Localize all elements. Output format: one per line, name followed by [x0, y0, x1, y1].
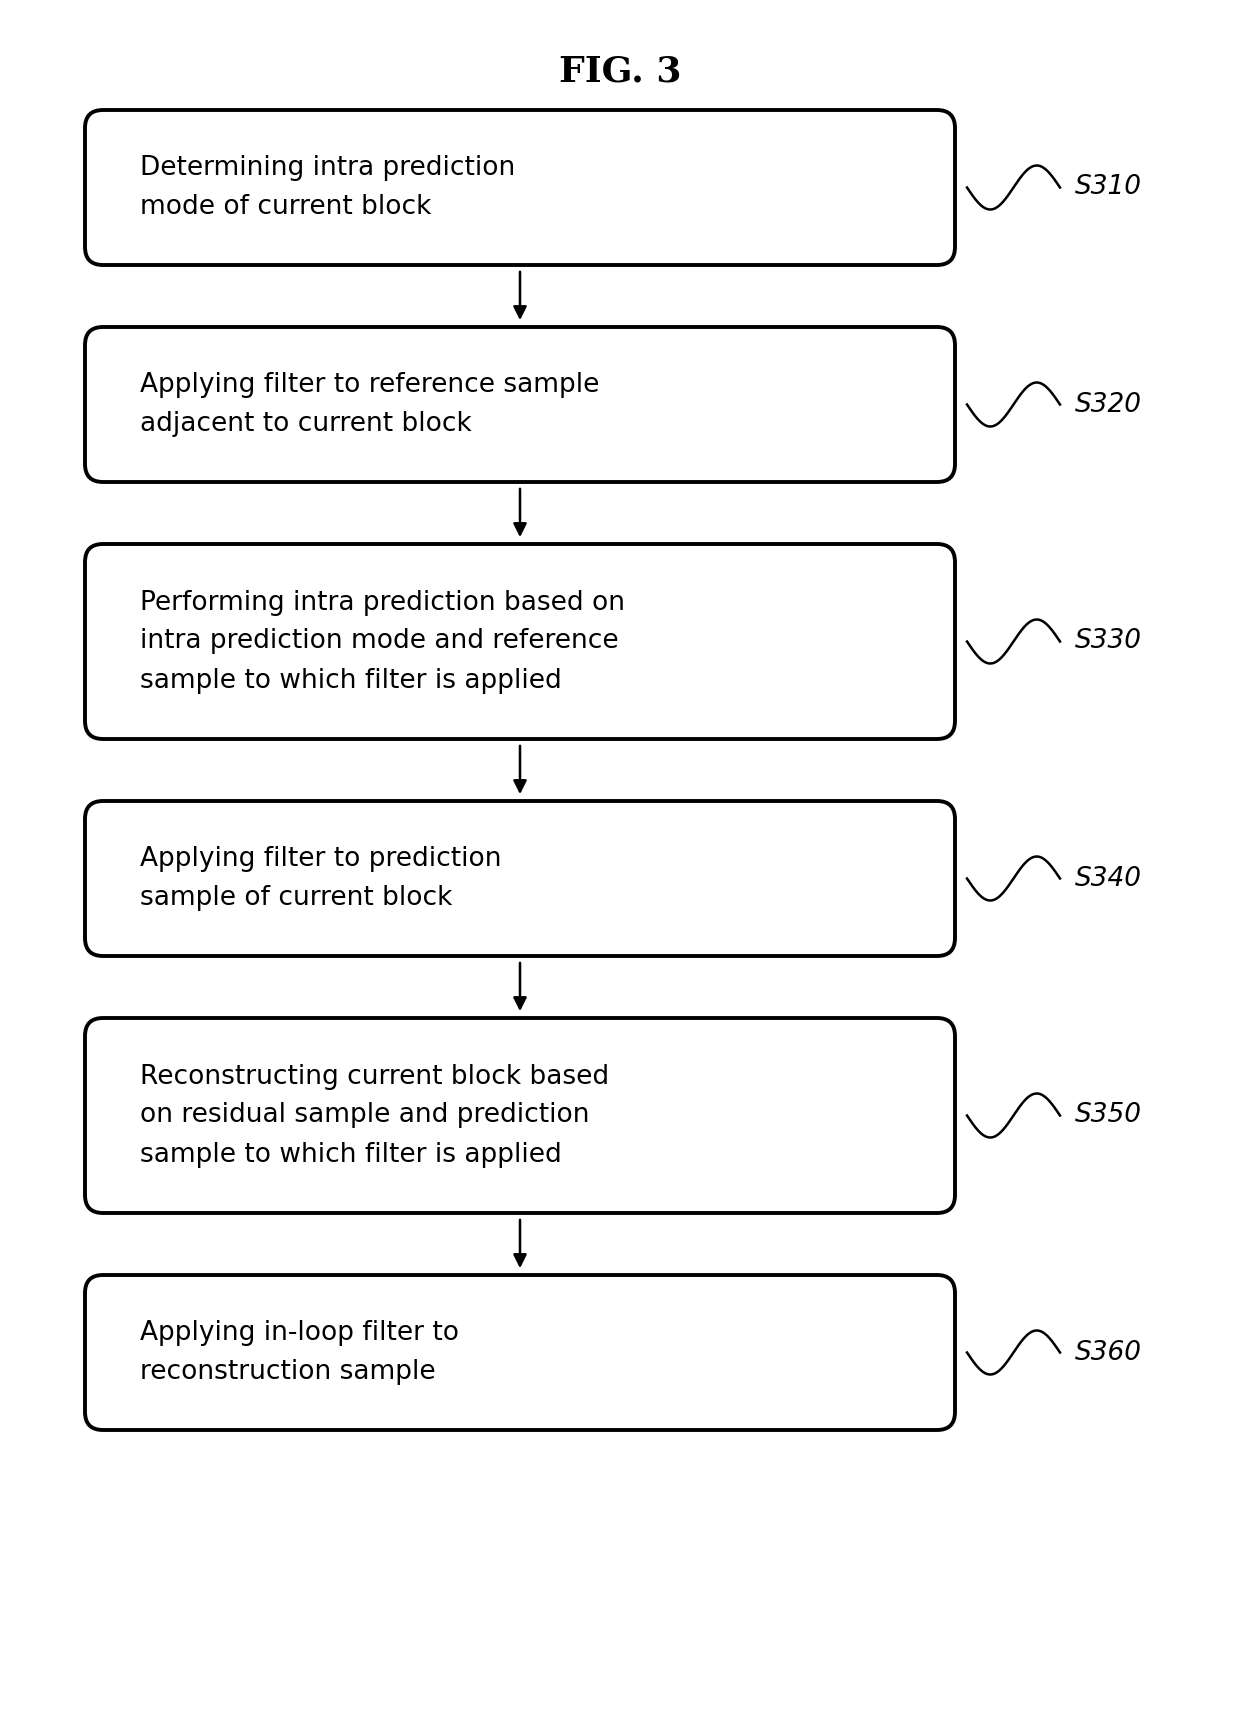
FancyBboxPatch shape: [86, 801, 955, 957]
Text: S350: S350: [1075, 1102, 1142, 1128]
Text: Performing intra prediction based on
intra prediction mode and reference
sample : Performing intra prediction based on int…: [140, 589, 625, 694]
Text: S320: S320: [1075, 392, 1142, 418]
Text: S330: S330: [1075, 629, 1142, 655]
Text: Applying filter to reference sample
adjacent to current block: Applying filter to reference sample adja…: [140, 371, 599, 437]
FancyBboxPatch shape: [86, 326, 955, 482]
FancyBboxPatch shape: [86, 1275, 955, 1430]
Text: Applying in-loop filter to
reconstruction sample: Applying in-loop filter to reconstructio…: [140, 1319, 459, 1385]
Text: FIG. 3: FIG. 3: [559, 55, 681, 90]
FancyBboxPatch shape: [86, 111, 955, 264]
Text: S360: S360: [1075, 1340, 1142, 1366]
FancyBboxPatch shape: [86, 1017, 955, 1212]
FancyBboxPatch shape: [86, 544, 955, 739]
Text: Reconstructing current block based
on residual sample and prediction
sample to w: Reconstructing current block based on re…: [140, 1064, 609, 1167]
Text: S310: S310: [1075, 174, 1142, 200]
Text: Determining intra prediction
mode of current block: Determining intra prediction mode of cur…: [140, 155, 516, 219]
Text: Applying filter to prediction
sample of current block: Applying filter to prediction sample of …: [140, 846, 501, 912]
Text: S340: S340: [1075, 865, 1142, 891]
